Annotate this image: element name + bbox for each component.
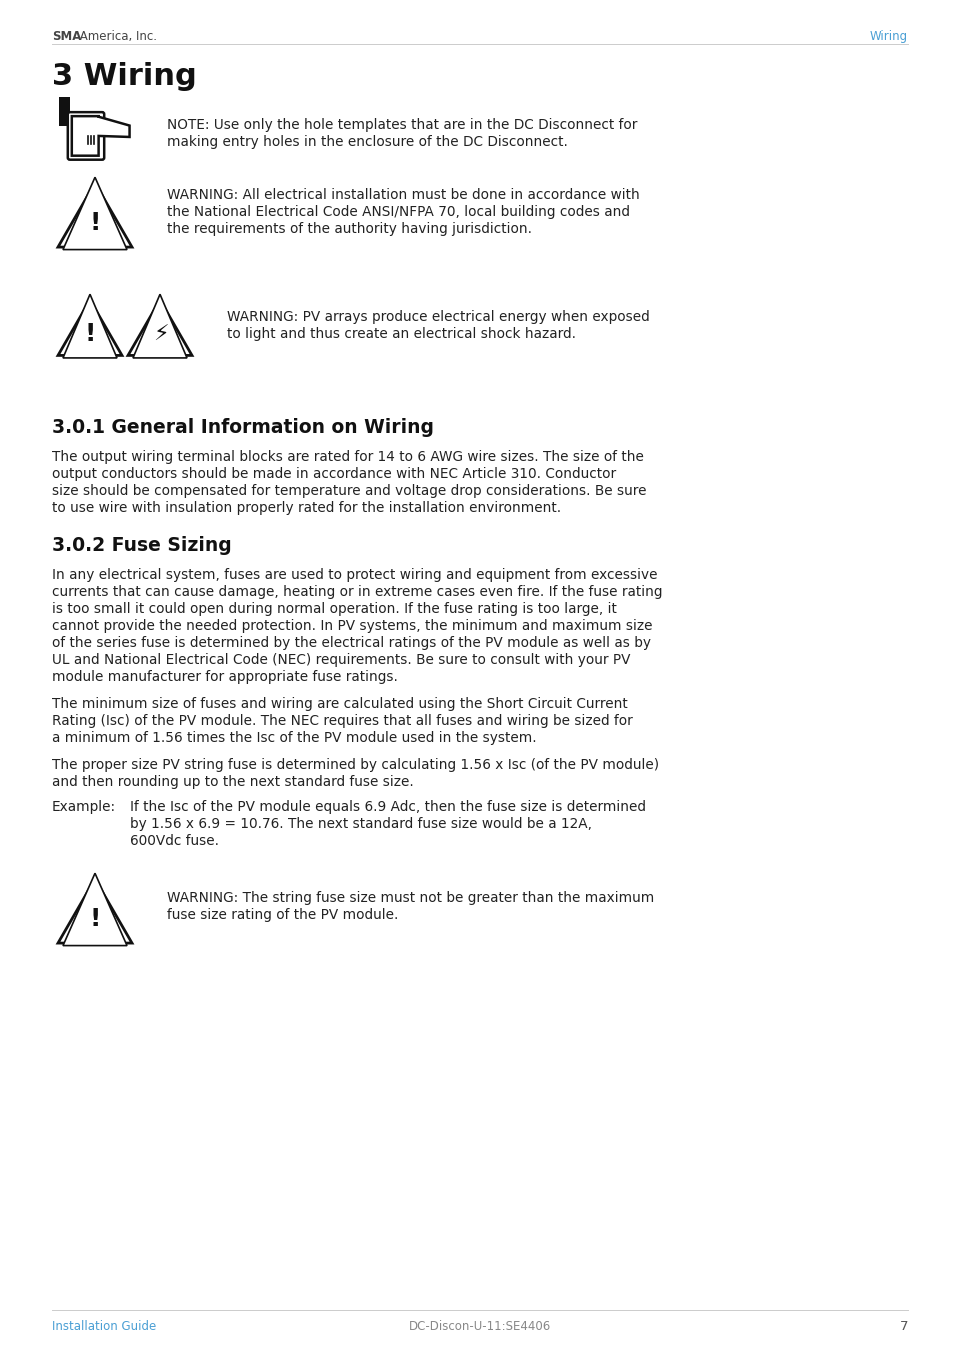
Text: America, Inc.: America, Inc. [76,30,157,43]
Text: to light and thus create an electrical shock hazard.: to light and thus create an electrical s… [227,327,576,341]
Text: 3.0.2 Fuse Sizing: 3.0.2 Fuse Sizing [52,535,232,556]
Bar [59,97,70,126]
Text: Rating (Isc) of the PV module. The NEC requires that all fuses and wiring be siz: Rating (Isc) of the PV module. The NEC r… [52,714,632,727]
Text: 3.0.1 General Information on Wiring: 3.0.1 General Information on Wiring [52,418,434,437]
Polygon shape [71,116,130,155]
Text: The minimum size of fuses and wiring are calculated using the Short Circuit Curr: The minimum size of fuses and wiring are… [52,698,627,711]
Text: Example:: Example: [52,800,116,814]
Text: ⚡: ⚡ [153,324,169,345]
Text: UL and National Electrical Code (NEC) requirements. Be sure to consult with your: UL and National Electrical Code (NEC) re… [52,653,630,667]
Text: output conductors should be made in accordance with NEC Article 310. Conductor: output conductors should be made in acco… [52,466,616,481]
Text: !: ! [90,907,101,930]
Polygon shape [132,295,187,358]
Text: !: ! [84,322,95,346]
Polygon shape [63,295,117,358]
Text: cannot provide the needed protection. In PV systems, the minimum and maximum siz: cannot provide the needed protection. In… [52,619,652,633]
Text: and then rounding up to the next standard fuse size.: and then rounding up to the next standar… [52,775,414,790]
Text: a minimum of 1.56 times the Isc of the PV module used in the system.: a minimum of 1.56 times the Isc of the P… [52,731,536,745]
Polygon shape [128,300,192,356]
Text: WARNING: All electrical installation must be done in accordance with: WARNING: All electrical installation mus… [167,188,639,201]
Text: currents that can cause damage, heating or in extreme cases even fire. If the fu: currents that can cause damage, heating … [52,585,661,599]
Text: module manufacturer for appropriate fuse ratings.: module manufacturer for appropriate fuse… [52,671,397,684]
Text: The proper size PV string fuse is determined by calculating 1.56 x Isc (of the P: The proper size PV string fuse is determ… [52,758,659,772]
Polygon shape [63,177,127,250]
Text: fuse size rating of the PV module.: fuse size rating of the PV module. [167,909,398,922]
Text: size should be compensated for temperature and voltage drop considerations. Be s: size should be compensated for temperatu… [52,484,646,498]
FancyBboxPatch shape [68,112,104,160]
Text: making entry holes in the enclosure of the DC Disconnect.: making entry holes in the enclosure of t… [167,135,567,149]
Text: 3 Wiring: 3 Wiring [52,62,196,91]
Text: Wiring: Wiring [869,30,907,43]
Text: the National Electrical Code ANSI/NFPA 70, local building codes and: the National Electrical Code ANSI/NFPA 7… [167,206,629,219]
Text: !: ! [90,211,101,235]
Text: WARNING: PV arrays produce electrical energy when exposed: WARNING: PV arrays produce electrical en… [227,310,649,324]
Text: The output wiring terminal blocks are rated for 14 to 6 AWG wire sizes. The size: The output wiring terminal blocks are ra… [52,450,643,464]
Text: DC-Discon-U-11:SE4406: DC-Discon-U-11:SE4406 [409,1320,551,1333]
Text: of the series fuse is determined by the electrical ratings of the PV module as w: of the series fuse is determined by the … [52,635,650,650]
Text: 600Vdc fuse.: 600Vdc fuse. [130,834,219,848]
Text: Installation Guide: Installation Guide [52,1320,156,1333]
Text: the requirements of the authority having jurisdiction.: the requirements of the authority having… [167,222,532,237]
Text: to use wire with insulation properly rated for the installation environment.: to use wire with insulation properly rat… [52,502,560,515]
Text: NOTE: Use only the hole templates that are in the DC Disconnect for: NOTE: Use only the hole templates that a… [167,118,637,132]
Text: 7: 7 [899,1320,907,1333]
Text: SMA: SMA [52,30,81,43]
Text: is too small it could open during normal operation. If the fuse rating is too la: is too small it could open during normal… [52,602,617,617]
Polygon shape [58,300,122,356]
Polygon shape [63,873,127,945]
Text: In any electrical system, fuses are used to protect wiring and equipment from ex: In any electrical system, fuses are used… [52,568,657,581]
Text: by 1.56 x 6.9 = 10.76. The next standard fuse size would be a 12A,: by 1.56 x 6.9 = 10.76. The next standard… [130,817,592,831]
Polygon shape [58,879,132,944]
Text: If the Isc of the PV module equals 6.9 Adc, then the fuse size is determined: If the Isc of the PV module equals 6.9 A… [130,800,645,814]
Polygon shape [58,183,132,247]
Text: WARNING: The string fuse size must not be greater than the maximum: WARNING: The string fuse size must not b… [167,891,654,904]
